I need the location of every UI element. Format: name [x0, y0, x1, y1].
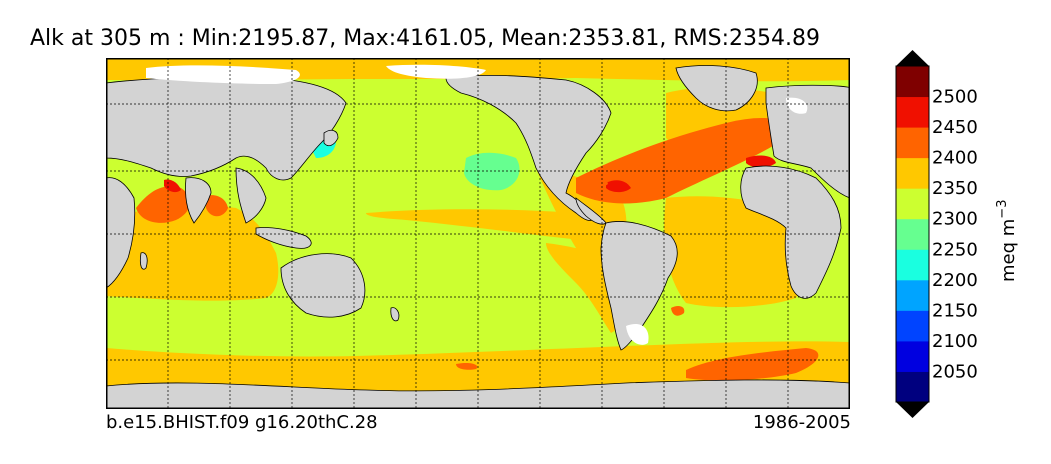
colorbar-tick-label: 2500: [932, 87, 978, 108]
colorbar-segment: [896, 371, 929, 403]
colorbar-tick-label: 2100: [932, 331, 978, 352]
colorbar-segment: [896, 310, 929, 342]
sea-ice-arctic-2: [386, 64, 486, 79]
land-indonesia: [255, 227, 312, 249]
colorbar-segment: [896, 279, 929, 311]
colorbar-units-exponent: −3: [995, 200, 1010, 219]
colorbar-tick-label: 2300: [932, 209, 978, 230]
map-frame: [106, 58, 850, 409]
land-eurasia: [765, 84, 850, 199]
land-africa-east: [106, 177, 136, 289]
colorbar-tick-label: 2200: [932, 270, 978, 291]
plot-title: Alk at 305 m : Min:2195.87, Max:4161.05,…: [30, 26, 821, 51]
land-africa: [740, 165, 842, 299]
southern-ocean-patch: [686, 348, 819, 381]
colorbar-tick-label: 2050: [932, 361, 978, 382]
colorbar-tick-label: 2150: [932, 300, 978, 321]
colorbar: [895, 50, 930, 418]
land-central-america: [575, 197, 607, 225]
colorbar-extend-min: [896, 402, 929, 418]
land-greenland: [675, 65, 758, 112]
north-atlantic-red: [576, 118, 788, 204]
colorbar-segment: [896, 96, 929, 128]
colorbar-extend-max: [896, 50, 929, 66]
colorbar-frame: [895, 65, 930, 403]
colorbar-segment: [896, 188, 929, 220]
bay-of-bengal-red: [206, 195, 228, 217]
colorbar-tick-label: 2250: [932, 239, 978, 260]
colorbar-tick-label: 2350: [932, 178, 978, 199]
map-gridlines: [106, 58, 850, 409]
sea-ice-arctic: [146, 65, 300, 84]
land-japan: [323, 129, 339, 147]
colorbar-segment: [896, 249, 929, 281]
colorbar-segment: [896, 218, 929, 250]
land-south-america: [600, 221, 678, 351]
gulf-red: [586, 175, 608, 188]
south-pacific-orange-tongue: [366, 209, 613, 243]
brazil-small-red: [671, 305, 685, 316]
colorbar-tick-label: 2450: [932, 117, 978, 138]
caribbean-red: [606, 180, 631, 193]
year-range: 1986-2005: [752, 412, 851, 433]
land-india: [185, 177, 212, 224]
colorbar-segment: [896, 157, 929, 189]
land-madagascar: [139, 252, 148, 270]
colorbar-labels: 2050 2100 2150 2200 2250 2300 2350 2400 2450 2500…: [932, 87, 1019, 383]
med-red: [746, 155, 776, 168]
colorbar-segment: [896, 66, 929, 98]
sea-ice-antarctic: [626, 323, 649, 345]
southern-ocean-patch-small: [456, 362, 478, 370]
south-atlantic-orange: [664, 196, 811, 308]
land-new-zealand: [390, 307, 400, 322]
ocean-map: [106, 58, 850, 409]
colorbar-segment: [896, 340, 929, 372]
land-se-asia: [235, 167, 267, 224]
land-australia: [280, 253, 366, 318]
colorbar-units: meq m−3: [995, 200, 1019, 282]
case-name: b.e15.BHIST.f09 g16.20thC.28: [106, 412, 378, 433]
indian-ocean-orange: [106, 206, 279, 301]
colorbar-tick-label: 2400: [932, 148, 978, 169]
colorbar-segment: [896, 127, 929, 159]
arabian-sea-red: [136, 186, 191, 223]
sea-ice-hudson: [786, 97, 808, 114]
